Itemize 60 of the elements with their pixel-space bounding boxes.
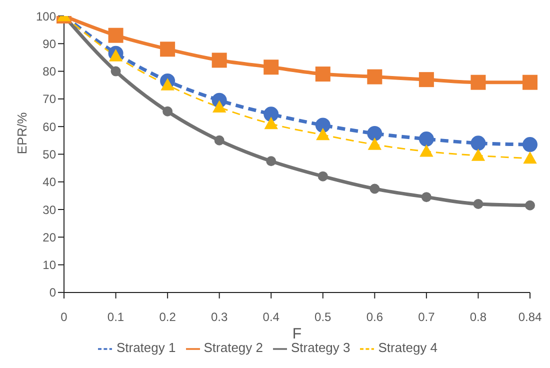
point	[110, 66, 121, 76]
point	[420, 144, 433, 157]
y-tick-label: 60	[42, 120, 56, 134]
y-axis-title: EPR/%	[14, 112, 30, 154]
x-tick-label: 0.7	[418, 310, 436, 324]
point	[264, 117, 278, 130]
x-tick-label: 0.1	[107, 310, 124, 324]
x-tick-label: 0	[60, 310, 68, 324]
x-tick-label: 0.8	[470, 310, 487, 324]
point	[318, 171, 328, 182]
y-tick-label: 20	[42, 230, 56, 244]
point	[214, 135, 224, 146]
point	[421, 192, 432, 202]
y-tick-label: 10	[42, 258, 56, 272]
point	[264, 60, 279, 75]
point	[418, 132, 434, 147]
point	[109, 50, 122, 62]
x-tick-label: 0.2	[159, 310, 176, 324]
x-tick-label: 0.6	[366, 310, 384, 324]
y-tick-label: 90	[42, 36, 56, 51]
point	[212, 100, 226, 113]
legend-label: Strategy 4	[378, 340, 438, 356]
point	[367, 126, 382, 141]
point	[522, 137, 538, 152]
point	[522, 74, 538, 90]
legend-label: Strategy 2	[204, 340, 263, 356]
point	[161, 78, 174, 90]
point	[315, 118, 330, 133]
point	[264, 106, 279, 122]
point	[470, 136, 486, 151]
point	[473, 198, 484, 209]
x-tick-label: 0.5	[314, 310, 332, 324]
y-tick-label: 50	[42, 147, 56, 162]
legend-label: Strategy 1	[116, 340, 176, 356]
y-tick-label: 40	[42, 175, 56, 190]
point	[472, 149, 485, 161]
y-tick-label: 30	[42, 202, 56, 217]
y-tick-label: 100	[36, 9, 56, 24]
y-tick-label: 0	[49, 286, 56, 300]
point	[108, 28, 124, 43]
y-tick-label: 80	[42, 64, 56, 79]
point	[316, 128, 330, 140]
point	[470, 74, 486, 90]
point	[266, 156, 276, 166]
y-tick-label: 70	[42, 92, 56, 106]
x-tick-label: 0.4	[262, 310, 280, 324]
legend-label: Strategy 3	[291, 340, 350, 356]
point	[525, 200, 535, 210]
point	[160, 42, 176, 57]
point	[315, 66, 330, 82]
point	[367, 69, 382, 84]
x-tick-label: 0.84	[518, 310, 542, 324]
point	[212, 52, 227, 68]
point	[524, 152, 536, 164]
point	[162, 106, 173, 116]
x-axis-title: F	[292, 325, 302, 342]
point	[370, 184, 380, 194]
point	[368, 138, 382, 150]
point	[418, 72, 434, 88]
x-tick-label: 0.3	[210, 310, 228, 324]
